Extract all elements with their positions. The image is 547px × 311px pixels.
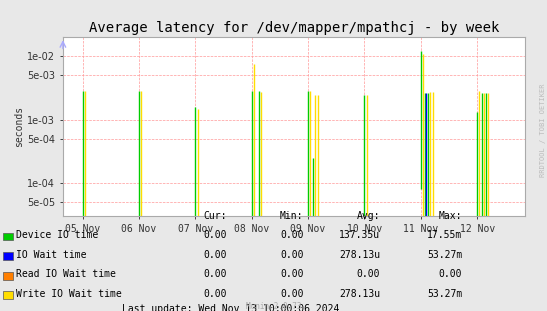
Text: 0.00: 0.00 [280,289,304,299]
Text: 53.27m: 53.27m [427,249,462,259]
Text: Write IO Wait time: Write IO Wait time [16,289,121,299]
Text: 0.00: 0.00 [280,230,304,240]
Text: 0.00: 0.00 [280,249,304,259]
Y-axis label: seconds: seconds [14,106,25,147]
Text: Min:: Min: [280,211,304,221]
Text: Cur:: Cur: [203,211,227,221]
Text: 278.13u: 278.13u [339,249,380,259]
Text: Read IO Wait time: Read IO Wait time [16,269,116,279]
Text: RRDTOOL / TOBI OETIKER: RRDTOOL / TOBI OETIKER [540,84,546,178]
Text: 0.00: 0.00 [357,269,380,279]
Text: 0.00: 0.00 [203,289,227,299]
Text: Max:: Max: [439,211,462,221]
Text: Last update: Wed Nov 13 10:00:06 2024: Last update: Wed Nov 13 10:00:06 2024 [122,304,339,311]
Text: Avg:: Avg: [357,211,380,221]
Text: 53.27m: 53.27m [427,289,462,299]
Text: 0.00: 0.00 [203,269,227,279]
Text: 0.00: 0.00 [203,230,227,240]
Text: 0.00: 0.00 [203,249,227,259]
Text: Munin 2.0.73: Munin 2.0.73 [246,301,301,310]
Text: 17.55m: 17.55m [427,230,462,240]
Text: 137.35u: 137.35u [339,230,380,240]
Text: 278.13u: 278.13u [339,289,380,299]
Text: Device IO time: Device IO time [16,230,98,240]
Text: 0.00: 0.00 [280,269,304,279]
Text: 0.00: 0.00 [439,269,462,279]
Text: IO Wait time: IO Wait time [16,249,86,259]
Title: Average latency for /dev/mapper/mpathcj - by week: Average latency for /dev/mapper/mpathcj … [89,21,499,35]
